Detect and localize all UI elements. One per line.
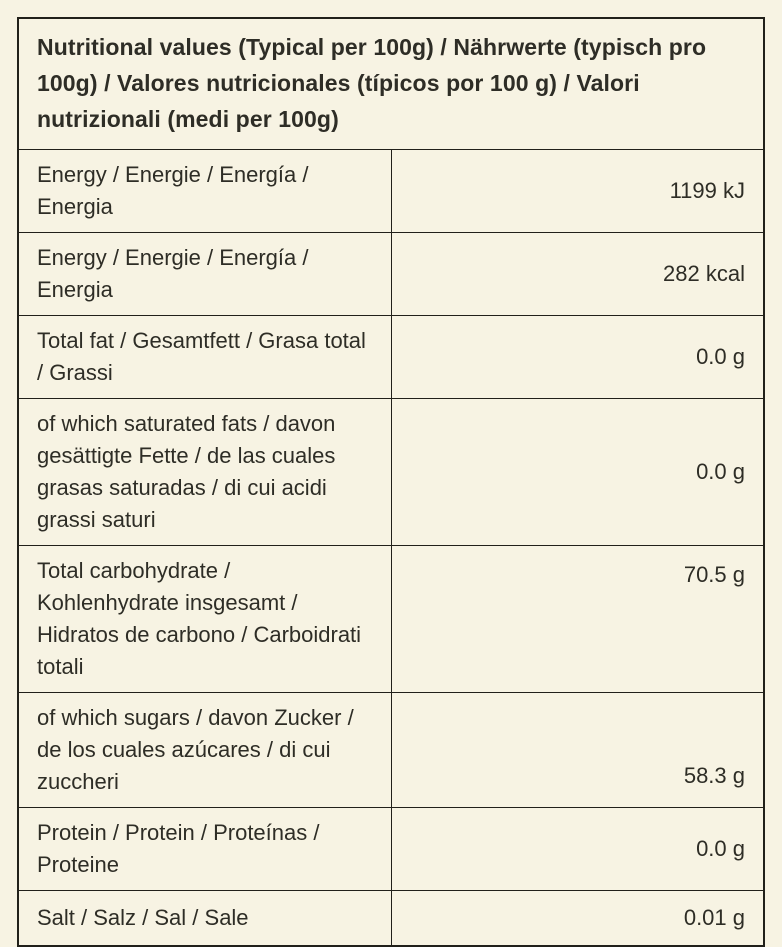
nutrient-label: Salt / Salz / Sal / Sale	[17, 890, 392, 946]
nutrient-value: 0.0 g	[390, 315, 765, 399]
nutrient-label: of which saturated fats / davon gesättig…	[17, 398, 392, 546]
table-row: of which sugars / davon Zucker / de los …	[17, 692, 765, 808]
table-row: of which saturated fats / davon gesättig…	[17, 398, 765, 546]
nutrient-label: Protein / Protein / Proteínas / Proteine	[17, 807, 392, 891]
nutrient-label: Total fat / Gesamtfett / Grasa total / G…	[17, 315, 392, 399]
nutrient-value: 0.01 g	[390, 890, 765, 946]
nutrition-table: Nutritional values (Typical per 100g) / …	[17, 17, 765, 947]
nutrient-value: 1199 kJ	[390, 149, 765, 233]
nutrient-value: 282 kcal	[390, 232, 765, 316]
nutrient-label: Energy / Energie / Energía / Energia	[17, 232, 392, 316]
nutrient-value: 0.0 g	[390, 807, 765, 891]
table-row: Energy / Energie / Energía / Energia 1199…	[17, 149, 765, 233]
table-row: Energy / Energie / Energía / Energia 282 …	[17, 232, 765, 316]
nutrient-value: 58.3 g	[390, 692, 765, 808]
nutrient-label: Energy / Energie / Energía / Energia	[17, 149, 392, 233]
table-row: Total fat / Gesamtfett / Grasa total / G…	[17, 315, 765, 399]
table-title: Nutritional values (Typical per 100g) / …	[17, 17, 765, 150]
table-row: Protein / Protein / Proteínas / Proteine…	[17, 807, 765, 891]
nutrition-label: Nutritional values (Typical per 100g) / …	[17, 17, 765, 947]
table-row: Total carbohydrate / Kohlenhydrate insge…	[17, 545, 765, 693]
nutrient-label: of which sugars / davon Zucker / de los …	[17, 692, 392, 808]
nutrient-value: 70.5 g	[390, 545, 765, 693]
table-row: Salt / Salz / Sal / Sale 0.01 g	[17, 890, 765, 946]
nutrient-value: 0.0 g	[390, 398, 765, 546]
table-header-row: Nutritional values (Typical per 100g) / …	[17, 17, 765, 150]
table-body: Energy / Energie / Energía / Energia 1199…	[17, 149, 765, 946]
nutrient-label: Total carbohydrate / Kohlenhydrate insge…	[17, 545, 392, 693]
